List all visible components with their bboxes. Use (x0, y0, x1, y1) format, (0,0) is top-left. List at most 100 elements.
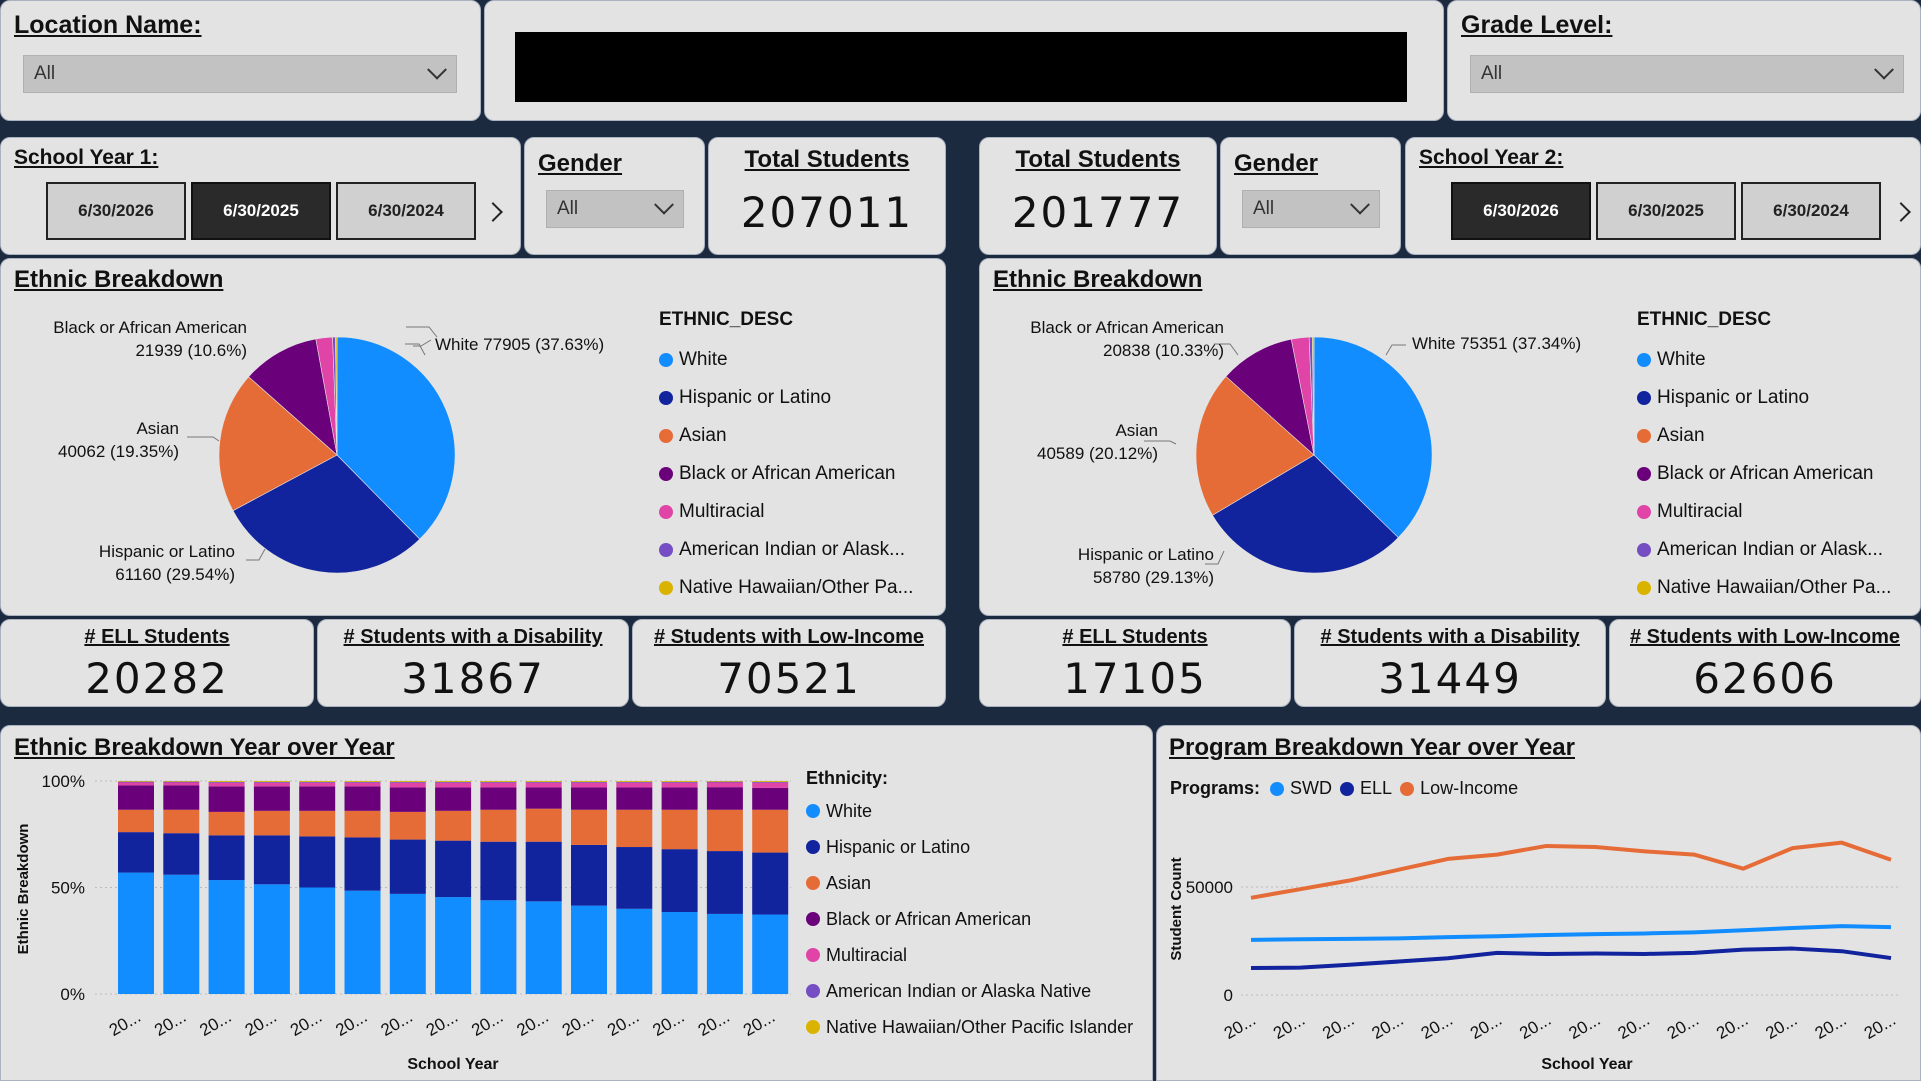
bar-segment-asian[interactable] (571, 809, 607, 845)
bar-segment-asian[interactable] (163, 809, 200, 834)
legend-item[interactable]: Hispanic or Latino (806, 829, 1133, 865)
bar-segment-multiracial[interactable] (752, 782, 789, 788)
bar-segment-native-hawaiian-other-pacific-islander[interactable] (299, 781, 336, 782)
bar-segment-native-hawaiian-other-pacific-islander[interactable] (752, 781, 789, 782)
year2-option-2026[interactable]: 6/30/2026 (1451, 182, 1591, 240)
legend-item[interactable]: Native Hawaiian/Other Pacific Islander (806, 1009, 1133, 1045)
bar-segment-asian[interactable] (661, 809, 698, 850)
legend-item[interactable]: Black or African American (806, 901, 1133, 937)
bar-segment-white[interactable] (208, 880, 245, 994)
bar-segment-multiracial[interactable] (253, 782, 290, 787)
bar-segment-white[interactable] (661, 911, 698, 994)
year2-option-2025[interactable]: 6/30/2025 (1596, 182, 1736, 240)
bar-segment-black-or-african-american[interactable] (163, 785, 200, 810)
legend-item[interactable]: Hispanic or Latino (659, 379, 913, 417)
line-series-low-income[interactable] (1250, 840, 1892, 900)
bar-segment-multiracial[interactable] (389, 782, 426, 788)
bar-segment-hispanic-or-latino[interactable] (571, 844, 607, 906)
bar-segment-black-or-african-american[interactable] (616, 787, 653, 810)
bar-segment-american-indian-or-alaska-native[interactable] (661, 781, 698, 783)
bar-segment-white[interactable] (435, 897, 472, 994)
bar-segment-asian[interactable] (208, 811, 245, 836)
bar-segment-native-hawaiian-other-pacific-islander[interactable] (525, 781, 562, 782)
pie-slice-black-or-african-american[interactable] (248, 338, 338, 456)
pie-slice-native-hawaiian-other-pacific-islander[interactable] (335, 336, 338, 456)
pie-slice-black-or-african-american[interactable] (1225, 338, 1315, 456)
bar-segment-american-indian-or-alaska-native[interactable] (344, 781, 381, 783)
bar-segment-hispanic-or-latino[interactable] (253, 835, 290, 885)
year2-option-2024[interactable]: 6/30/2024 (1741, 182, 1881, 240)
bar-segment-multiracial[interactable] (571, 782, 607, 788)
bar-segment-native-hawaiian-other-pacific-islander[interactable] (344, 781, 381, 782)
bar-segment-asian[interactable] (299, 810, 336, 837)
bar-segment-white[interactable] (752, 914, 789, 994)
legend-item[interactable]: White (659, 341, 913, 379)
gender-dropdown-right[interactable]: All (1242, 190, 1380, 228)
bar-segment-black-or-african-american[interactable] (299, 786, 336, 811)
bar-segment-asian[interactable] (344, 810, 381, 838)
legend-item-swd[interactable]: SWD (1290, 778, 1333, 798)
grade-dropdown[interactable]: All (1470, 55, 1904, 93)
bar-segment-native-hawaiian-other-pacific-islander[interactable] (389, 781, 426, 782)
bar-segment-hispanic-or-latino[interactable] (752, 852, 789, 915)
bar-segment-hispanic-or-latino[interactable] (616, 847, 653, 909)
bar-segment-black-or-african-american[interactable] (571, 787, 607, 810)
legend-item[interactable]: Asian (659, 417, 913, 455)
year1-option-2026[interactable]: 6/30/2026 (46, 182, 186, 240)
legend-item[interactable]: American Indian or Alask... (659, 531, 913, 569)
bar-segment-native-hawaiian-other-pacific-islander[interactable] (163, 781, 200, 782)
bar-segment-white[interactable] (299, 887, 336, 995)
bar-segment-american-indian-or-alaska-native[interactable] (752, 781, 789, 783)
bar-segment-multiracial[interactable] (525, 782, 562, 788)
bar-segment-multiracial[interactable] (344, 782, 381, 787)
bar-segment-native-hawaiian-other-pacific-islander[interactable] (208, 781, 245, 782)
bar-segment-multiracial[interactable] (661, 782, 698, 788)
bar-segment-hispanic-or-latino[interactable] (525, 841, 562, 902)
bar-segment-white[interactable] (525, 901, 562, 994)
bar-segment-multiracial[interactable] (616, 782, 653, 788)
bar-segment-american-indian-or-alaska-native[interactable] (163, 781, 200, 783)
line-series-ell[interactable] (1250, 946, 1892, 970)
bar-segment-asian[interactable] (752, 809, 789, 853)
bar-segment-black-or-african-american[interactable] (389, 787, 426, 812)
bar-segment-black-or-african-american[interactable] (435, 787, 472, 811)
gender-dropdown-left[interactable]: All (546, 190, 684, 228)
bar-segment-american-indian-or-alaska-native[interactable] (435, 781, 472, 783)
bar-segment-multiracial[interactable] (208, 782, 245, 787)
bar-segment-hispanic-or-latino[interactable] (661, 849, 698, 912)
legend-item[interactable]: Black or African American (1637, 455, 1891, 493)
bar-segment-american-indian-or-alaska-native[interactable] (571, 781, 607, 783)
bar-segment-multiracial[interactable] (163, 782, 200, 786)
legend-item-ell[interactable]: ELL (1360, 778, 1393, 798)
bar-segment-asian[interactable] (435, 810, 472, 841)
legend-item-low-income[interactable]: Low-Income (1420, 778, 1519, 798)
pie-slice-hispanic-or-latino[interactable] (232, 454, 421, 574)
bar-segment-black-or-african-american[interactable] (661, 787, 698, 810)
bar-segment-black-or-african-american[interactable] (752, 787, 789, 810)
bar-segment-black-or-african-american[interactable] (344, 786, 381, 811)
bar-segment-multiracial[interactable] (118, 782, 154, 786)
chevron-right-icon[interactable] (1891, 202, 1911, 222)
bar-segment-hispanic-or-latino[interactable] (389, 839, 426, 894)
legend-item[interactable]: White (806, 793, 1133, 829)
bar-segment-native-hawaiian-other-pacific-islander[interactable] (480, 781, 517, 782)
bar-segment-american-indian-or-alaska-native[interactable] (299, 781, 336, 783)
line-series-swd[interactable] (1250, 924, 1892, 942)
bar-segment-american-indian-or-alaska-native[interactable] (616, 781, 653, 783)
bar-segment-hispanic-or-latino[interactable] (435, 840, 472, 898)
bar-segment-white[interactable] (389, 893, 426, 994)
bar-segment-asian[interactable] (253, 810, 290, 836)
bar-segment-asian[interactable] (706, 809, 743, 852)
legend-item[interactable]: Hispanic or Latino (1637, 379, 1891, 417)
bar-segment-hispanic-or-latino[interactable] (163, 833, 200, 875)
bar-segment-american-indian-or-alaska-native[interactable] (208, 781, 245, 783)
bar-segment-native-hawaiian-other-pacific-islander[interactable] (118, 781, 154, 782)
bar-segment-american-indian-or-alaska-native[interactable] (525, 781, 562, 783)
bar-segment-multiracial[interactable] (480, 782, 517, 788)
legend-item[interactable]: Multiracial (1637, 493, 1891, 531)
chevron-right-icon[interactable] (483, 202, 503, 222)
legend-item[interactable]: Native Hawaiian/Other Pa... (659, 569, 913, 607)
bar-segment-hispanic-or-latino[interactable] (299, 836, 336, 888)
bar-segment-american-indian-or-alaska-native[interactable] (118, 781, 154, 783)
bar-segment-black-or-african-american[interactable] (706, 787, 743, 810)
